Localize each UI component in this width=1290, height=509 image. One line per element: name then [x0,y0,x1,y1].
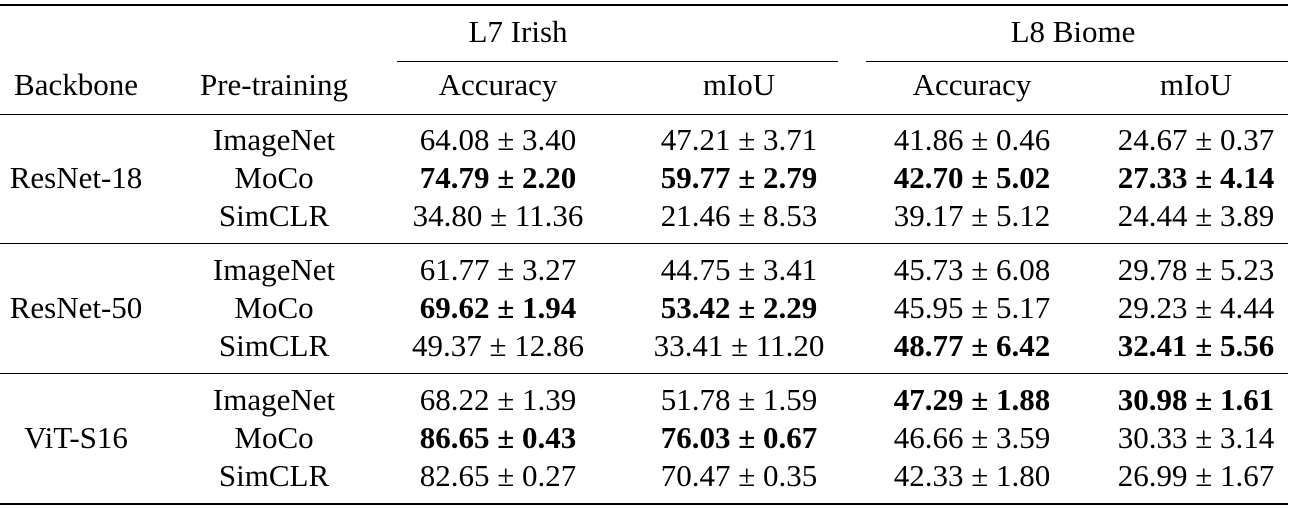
metric-cell: 82.65 ± 0.27 [419,458,577,493]
metric-cell: 44.75 ± 3.41 [660,252,818,287]
group-header-l8-biome: L8 Biome [1010,14,1136,49]
header-rule [0,114,1288,115]
pretraining-label: ImageNet [212,382,336,417]
metric-cell: 32.41 ± 5.56 [1117,328,1275,363]
metric-cell: 47.29 ± 1.88 [893,382,1051,417]
metric-cell: 41.86 ± 0.46 [893,122,1051,157]
metric-cell: 64.08 ± 3.40 [419,122,577,157]
backbone-label: ViT-S16 [24,420,128,455]
metric-cell: 46.66 ± 3.59 [893,420,1051,455]
metric-cell: 53.42 ± 2.29 [660,290,818,325]
header-metric-miou: mIoU [702,67,776,102]
pretraining-label: MoCo [234,290,314,325]
metric-cell: 45.73 ± 6.08 [893,252,1051,287]
block-separator [0,373,1288,374]
backbone-label: ResNet-18 [9,160,143,195]
metric-cell: 47.21 ± 3.71 [660,122,818,157]
metric-cell: 42.70 ± 5.02 [893,160,1051,195]
metric-cell: 27.33 ± 4.14 [1117,160,1275,195]
metric-cell: 61.77 ± 3.27 [419,252,577,287]
metric-cell: 45.95 ± 5.17 [893,290,1051,325]
metric-cell: 69.62 ± 1.94 [419,290,577,325]
group-header-l7-irish: L7 Irish [468,14,568,49]
header-backbone: Backbone [14,67,138,102]
metric-cell: 59.77 ± 2.79 [660,160,818,195]
metric-cell: 42.33 ± 1.80 [893,458,1051,493]
pretraining-label: ImageNet [212,252,336,287]
pretraining-label: SimCLR [218,328,330,363]
metric-cell: 70.47 ± 0.35 [660,458,818,493]
header-metric-miou: mIoU [1159,67,1233,102]
metric-cell: 29.23 ± 4.44 [1117,290,1275,325]
metric-cell: 29.78 ± 5.23 [1117,252,1275,287]
metric-cell: 74.79 ± 2.20 [419,160,577,195]
group-rule-l7-irish [397,61,838,62]
metric-cell: 68.22 ± 1.39 [419,382,577,417]
metric-cell: 30.33 ± 3.14 [1117,420,1275,455]
pretraining-label: SimCLR [218,198,330,233]
metric-cell: 26.99 ± 1.67 [1117,458,1275,493]
metric-cell: 51.78 ± 1.59 [660,382,818,417]
pretraining-label: ImageNet [212,122,336,157]
pretraining-label: MoCo [234,420,314,455]
metric-cell: 24.67 ± 0.37 [1117,122,1275,157]
header-metric-accuracy: Accuracy [912,67,1032,102]
pretraining-label: MoCo [234,160,314,195]
metric-cell: 86.65 ± 0.43 [419,420,577,455]
block-separator [0,243,1288,244]
backbone-label: ResNet-50 [9,290,143,325]
pretraining-label: SimCLR [218,458,330,493]
header-metric-accuracy: Accuracy [438,67,558,102]
metric-cell: 39.17 ± 5.12 [893,198,1051,233]
group-rule-l8-biome [866,61,1288,62]
header-pretraining: Pre-training [199,67,349,102]
metric-cell: 34.80 ± 11.36 [412,198,584,233]
metric-cell: 76.03 ± 0.67 [660,420,818,455]
metric-cell: 21.46 ± 8.53 [660,198,818,233]
metric-cell: 49.37 ± 12.86 [411,328,585,363]
metric-cell: 48.77 ± 6.42 [893,328,1051,363]
top-rule [0,4,1288,6]
metric-cell: 30.98 ± 1.61 [1117,382,1275,417]
metric-cell: 33.41 ± 11.20 [653,328,825,363]
metric-cell: 24.44 ± 3.89 [1117,198,1275,233]
bottom-rule [0,503,1288,505]
